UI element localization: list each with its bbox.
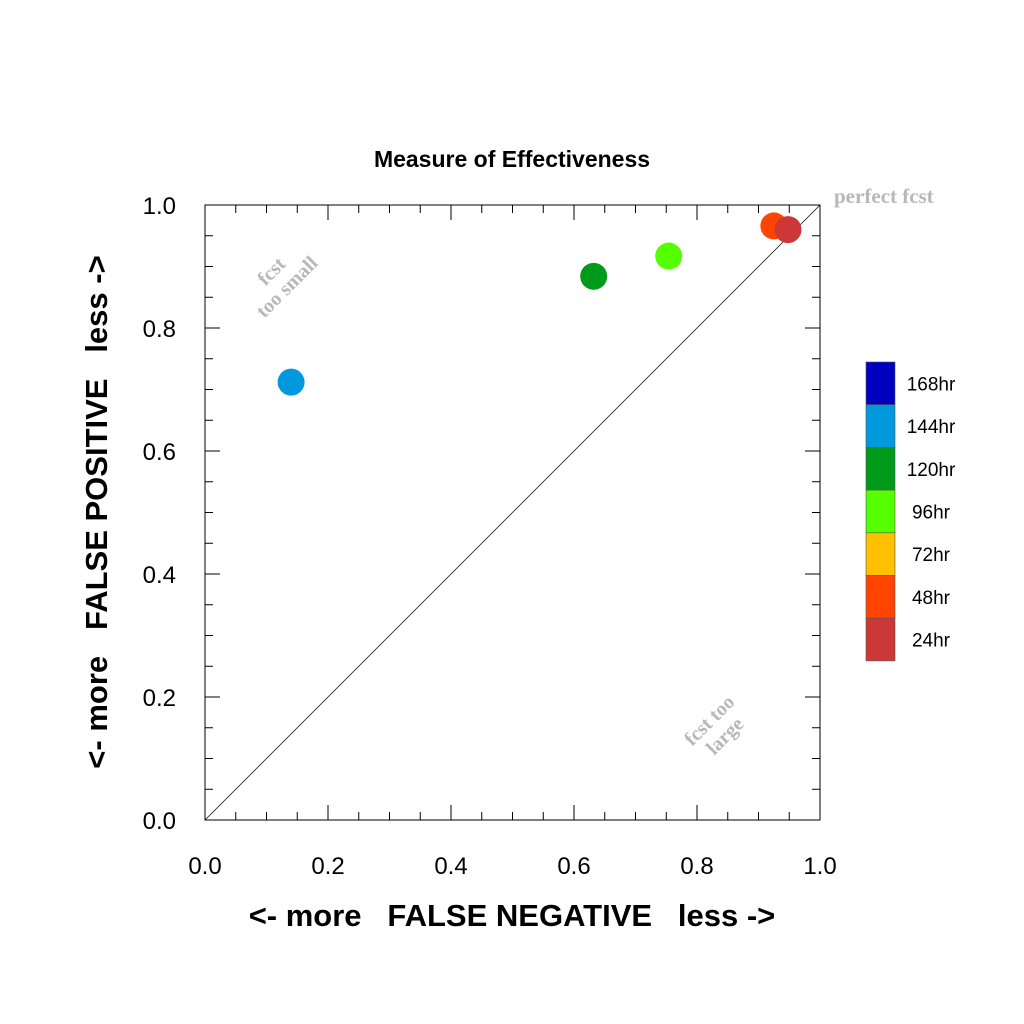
too-small-annotation: fcst too small: [252, 252, 322, 322]
too-large-annotation: fcst too large: [680, 691, 748, 759]
legend-swatch-96hr: [865, 489, 896, 534]
axis-ticks: [204, 204, 821, 821]
y-tick-label: 0.6: [143, 439, 176, 466]
y-tick-label: 0.2: [143, 685, 176, 712]
data-point-96hr: [655, 242, 683, 270]
y-tick-labels: 0.0 0.2 0.4 0.6 0.8 1.0: [143, 193, 176, 835]
legend-swatch-168hr: [865, 361, 896, 406]
y-tick-label: 0.8: [143, 316, 176, 343]
data-point-144hr: [277, 368, 305, 396]
perfect-forecast-diagonal: [204, 204, 821, 821]
data-point-120hr: [580, 262, 608, 290]
legend-label: 48hr: [912, 588, 951, 609]
x-tick-label: 0.4: [434, 853, 467, 880]
legend-label: 72hr: [912, 545, 951, 566]
legend-label: 168hr: [907, 374, 956, 395]
y-tick-label: 1.0: [143, 193, 176, 220]
x-tick-label: 0.0: [188, 853, 221, 880]
x-axis-label: <- more FALSE NEGATIVE less ->: [249, 898, 776, 933]
y-tick-label: 0.4: [143, 562, 176, 589]
legend-swatch-120hr: [865, 447, 896, 491]
legend-label: 24hr: [912, 631, 951, 652]
chart-title: Measure of Effectiveness: [374, 146, 650, 172]
legend-swatch-144hr: [865, 404, 896, 448]
legend-label: 120hr: [907, 460, 956, 481]
x-tick-labels: 0.0 0.2 0.4 0.6 0.8 1.0: [188, 853, 836, 880]
y-tick-label: 0.0: [143, 808, 176, 835]
y-axis-label: <- more FALSE POSITIVE less ->: [79, 255, 114, 768]
x-tick-label: 0.6: [557, 853, 590, 880]
legend-swatch-72hr: [865, 532, 896, 576]
x-tick-label: 1.0: [803, 853, 836, 880]
data-points: [277, 212, 802, 396]
legend-swatch-48hr: [865, 575, 896, 619]
too-small-line-2: too small: [252, 252, 322, 322]
perfect-forecast-annotation: perfect fcst: [834, 184, 934, 208]
x-tick-label: 0.8: [680, 853, 713, 880]
legend-swatch-24hr: [865, 617, 896, 662]
legend-label: 96hr: [912, 502, 951, 523]
x-tick-label: 0.2: [311, 853, 344, 880]
data-point-24hr: [774, 216, 802, 244]
legend: 168hr 144hr 120hr 96hr 72hr 48hr 24hr: [865, 361, 956, 662]
legend-label: 144hr: [907, 417, 956, 438]
